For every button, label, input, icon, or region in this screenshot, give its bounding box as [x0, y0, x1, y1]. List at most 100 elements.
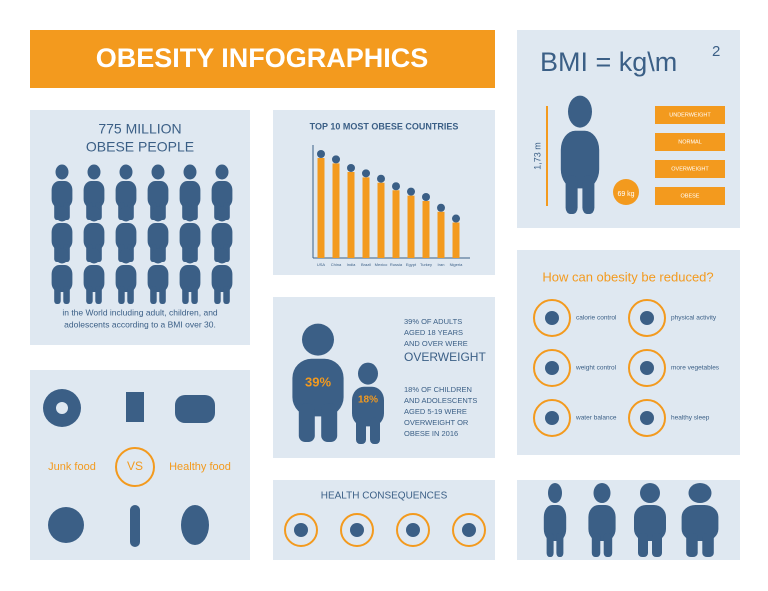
health-icon-inner [406, 523, 420, 537]
bmi-category-box [655, 133, 725, 151]
health-icon [340, 513, 374, 547]
bar-head [392, 182, 400, 191]
title: OBESITY INFOGRAPHICS [96, 43, 429, 73]
x-tick-label: Egypt [406, 262, 417, 267]
apple-icon [48, 507, 84, 543]
bmi-formula: BMI = kg\m [540, 47, 677, 77]
x-tick-label: Brazil [361, 262, 371, 267]
x-tick-label: China [331, 262, 342, 267]
kettlebell [613, 179, 639, 205]
bar-head [362, 169, 370, 178]
people-caption: adolescents according to a BMI over 30. [64, 319, 216, 329]
height-ruler [546, 106, 548, 206]
bar-head [422, 193, 430, 202]
reduce-icon [533, 349, 571, 387]
adults-text: 39% OF ADULTS [404, 317, 462, 326]
reduce-item: more vegetables [671, 365, 720, 372]
reduce-icon [533, 399, 571, 437]
drink-icon [126, 392, 144, 422]
x-tick-label: Nigeria [450, 262, 463, 267]
bar-head [317, 150, 325, 158]
junk-label: Junk food [48, 461, 96, 473]
reduce-icon-inner [545, 361, 559, 375]
fish-icon [181, 505, 209, 545]
bmi-category: NORMAL [678, 139, 702, 145]
bar-head [377, 174, 385, 183]
reduce-item: healthy sleep [671, 415, 710, 422]
bar-head [437, 203, 445, 212]
bmi-category-box [655, 187, 725, 205]
bar [437, 211, 445, 258]
reduce-title: How can obesity be reduced? [542, 269, 713, 284]
wheat-icon [130, 505, 140, 547]
adults-text: AGED 18 YEARS [404, 328, 463, 337]
adult-percent: 39% [305, 374, 331, 389]
bar-head [347, 163, 355, 172]
burger-icon [175, 395, 215, 423]
health-panel [273, 480, 495, 560]
bar [347, 171, 355, 258]
reduce-item: water balance [575, 415, 617, 422]
bmi-category: OVERWEIGHT [671, 166, 709, 172]
bmi-category: OBESE [681, 193, 700, 199]
vs-circle [115, 447, 155, 487]
bar [362, 177, 370, 258]
donut-hole [56, 402, 68, 414]
bmi-category-box [655, 106, 725, 124]
children-text: AGED 5-19 WERE [404, 407, 467, 416]
vs-label: VS [127, 459, 143, 473]
adults-text: AND OVER WERE [404, 339, 468, 348]
bmi-height: 1,73 m [532, 142, 542, 170]
reduce-icon-inner [545, 311, 559, 325]
reduce-icon-inner [640, 361, 654, 375]
bar [377, 182, 385, 258]
x-tick-label: India [347, 262, 356, 267]
people-title: OBESE PEOPLE [86, 139, 194, 155]
x-tick-label: USA [317, 262, 326, 267]
bmi-category: UNDERWEIGHT [669, 112, 711, 118]
bar [332, 163, 340, 258]
reduce-icon [628, 349, 666, 387]
reduce-icon-inner [640, 411, 654, 425]
health-icon [396, 513, 430, 547]
bar-head [332, 155, 340, 164]
health-icon [284, 513, 318, 547]
reduce-icon [533, 299, 571, 337]
reduce-item: physical activity [671, 315, 717, 322]
title-banner [30, 30, 495, 88]
bar [422, 201, 430, 258]
bar-head [407, 187, 415, 196]
children-text: OBESE IN 2016 [404, 429, 458, 438]
health-icon-inner [350, 523, 364, 537]
x-tick-label: Iran [438, 262, 445, 267]
bar [452, 222, 460, 258]
reduce-icon-inner [545, 411, 559, 425]
x-tick-label: Mexico [375, 262, 388, 267]
bmi-weight: 69 kg [617, 191, 634, 198]
health-title: HEALTH CONSEQUENCES [321, 491, 448, 502]
health-icon-inner [294, 523, 308, 537]
reduce-item: weight control [575, 365, 617, 372]
reduce-icon [628, 299, 666, 337]
bmi-category-box [655, 160, 725, 178]
children-text: AND ADOLESCENTS [404, 396, 477, 405]
reduce-icon [628, 399, 666, 437]
chart-title: TOP 10 MOST OBESE COUNTRIES [310, 121, 459, 131]
people-caption: in the World including adult, children, … [62, 307, 218, 317]
bmi-exponent: 2 [712, 43, 720, 60]
bar [317, 158, 325, 258]
healthy-label: Healthy food [169, 461, 231, 473]
x-tick-label: Russia [390, 262, 403, 267]
health-icon-inner [462, 523, 476, 537]
children-text: 18% OF CHILDREN [404, 385, 472, 394]
children-text: OVERWEIGHT OR [404, 418, 469, 427]
bar [392, 190, 400, 258]
child-percent: 18% [358, 395, 378, 406]
health-icon [452, 513, 486, 547]
bar-head [452, 214, 460, 223]
x-tick-label: Turkey [420, 262, 432, 267]
reduce-icon-inner [640, 311, 654, 325]
people-title: 775 MILLION [98, 121, 181, 137]
bar [407, 195, 415, 258]
